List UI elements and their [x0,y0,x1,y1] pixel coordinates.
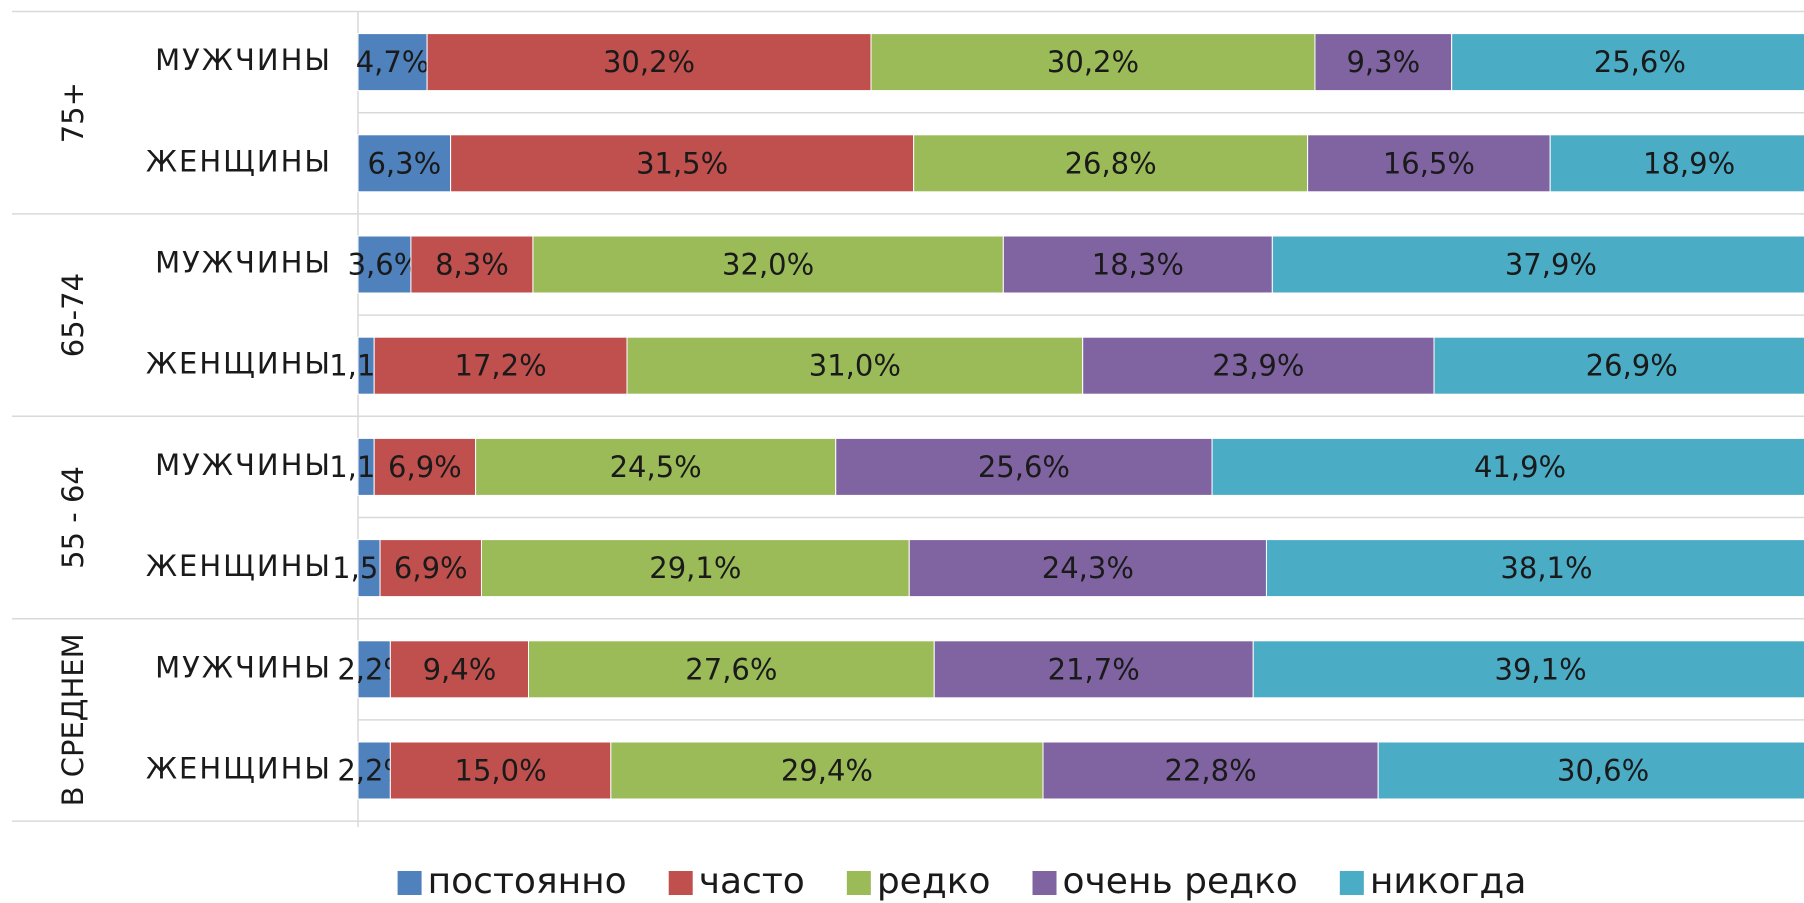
value-label: 9,4% [423,652,497,686]
value-label: 26,9% [1586,349,1678,383]
bar-segment [1271,235,1804,294]
bar-segment [1252,640,1804,699]
bar-segment [389,640,530,699]
bar-segment [1549,134,1804,193]
value-label: 37,9% [1505,248,1597,282]
value-label: 31,0% [809,349,901,383]
bar-segment [379,539,482,598]
bar-segment [528,640,935,699]
legend-swatch [397,871,422,895]
legend-label: постоянно [428,861,627,902]
bar-segment [1307,134,1551,193]
bar-segment [1002,235,1273,294]
value-label: 24,3% [1042,551,1134,585]
legend-swatch [668,871,693,895]
legend-swatch [1339,871,1364,895]
bar-segment [389,741,612,800]
category-label: ЖЕНЩИНЫ [146,144,332,178]
bar-segment [913,134,1309,193]
value-label: 39,1% [1495,652,1587,686]
value-label: 8,3% [435,248,509,282]
value-label: 15,0% [455,754,547,788]
value-label: 25,6% [978,450,1070,484]
value-label: 30,6% [1557,754,1649,788]
value-label: 6,9% [388,450,462,484]
bar-segment [1042,741,1379,800]
category-label: МУЖЧИНЫ [155,246,332,280]
value-label: 24,5% [610,450,702,484]
category-label: ЖЕНЩИНЫ [146,347,332,381]
value-label: 27,6% [685,652,777,686]
value-label: 17,2% [455,349,547,383]
value-label: 9,3% [1346,45,1420,79]
value-label: 3,6% [348,248,422,282]
value-label: 26,8% [1065,146,1157,180]
bar-segment [835,437,1213,496]
legend-swatch [1032,871,1057,895]
value-label: 4,7% [356,45,430,79]
category-label: ЖЕНЩИНЫ [146,549,332,583]
bar-segment [532,235,1004,294]
legend-label: никогда [1370,861,1527,902]
bar-segment [426,33,872,92]
bar-segment [1377,741,1804,800]
value-label: 6,9% [394,551,468,585]
value-label: 38,1% [1500,551,1592,585]
bar-segment [410,235,534,294]
bar-segment [1265,539,1804,598]
value-label: 18,3% [1092,248,1184,282]
bar-segment [1314,33,1453,92]
bar-segment [610,741,1044,800]
category-label: МУЖЧИНЫ [155,448,332,482]
group-label: 55 - 64 [56,466,90,569]
group-label: В СРЕДНЕМ [56,633,90,806]
value-label: 18,9% [1643,146,1735,180]
bar-segment [870,33,1316,92]
legend-label: часто [699,861,805,902]
value-label: 21,7% [1048,652,1140,686]
bar-segment [933,640,1254,699]
bar-segment [475,437,837,496]
group-label: 65-74 [56,273,90,357]
bar-segment [1211,437,1804,496]
value-label: 6,3% [367,146,441,180]
group-label: 75+ [56,82,90,143]
legend-label: редко [877,861,991,902]
value-label: 30,2% [1047,45,1139,79]
bar-segment [1082,336,1435,395]
bar-segment [1433,336,1804,395]
bar-segment [1451,33,1804,92]
bar-segment [908,539,1267,598]
value-label: 23,9% [1212,349,1304,383]
value-label: 25,6% [1594,45,1686,79]
value-label: 31,5% [636,146,728,180]
value-label: 29,1% [649,551,741,585]
category-label: МУЖЧИНЫ [155,43,332,77]
bar-segment [626,336,1084,395]
bar-segment [450,134,915,193]
bar-segment [373,437,477,496]
category-label: ЖЕНЩИНЫ [146,752,332,786]
category-label: МУЖЧИНЫ [155,650,332,684]
value-label: 29,4% [781,754,873,788]
value-label: 30,2% [603,45,695,79]
legend-label: очень редко [1063,861,1298,902]
value-label: 22,8% [1165,754,1257,788]
value-label: 41,9% [1474,450,1566,484]
legend-swatch [846,871,871,895]
value-label: 16,5% [1383,146,1475,180]
value-label: 32,0% [722,248,814,282]
bar-segment [357,640,391,699]
